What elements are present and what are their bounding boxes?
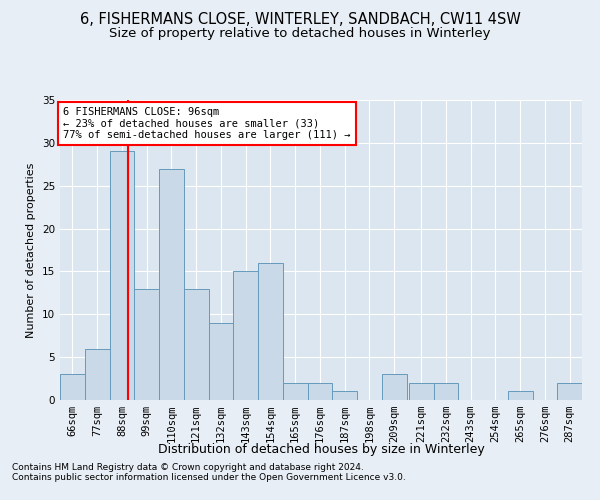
Text: Distribution of detached houses by size in Winterley: Distribution of detached houses by size …: [158, 442, 484, 456]
Bar: [258, 263, 283, 400]
Bar: [283, 383, 308, 400]
Bar: [508, 392, 533, 400]
Text: Contains public sector information licensed under the Open Government Licence v3: Contains public sector information licen…: [12, 474, 406, 482]
Bar: [184, 288, 209, 400]
Bar: [409, 383, 433, 400]
Bar: [332, 392, 357, 400]
Bar: [433, 383, 458, 400]
Bar: [557, 383, 582, 400]
Bar: [382, 374, 407, 400]
Text: Size of property relative to detached houses in Winterley: Size of property relative to detached ho…: [109, 28, 491, 40]
Bar: [60, 374, 85, 400]
Bar: [134, 288, 159, 400]
Bar: [308, 383, 332, 400]
Y-axis label: Number of detached properties: Number of detached properties: [26, 162, 37, 338]
Text: 6 FISHERMANS CLOSE: 96sqm
← 23% of detached houses are smaller (33)
77% of semi-: 6 FISHERMANS CLOSE: 96sqm ← 23% of detac…: [64, 107, 351, 140]
Bar: [233, 272, 258, 400]
Bar: [209, 323, 233, 400]
Bar: [159, 168, 184, 400]
Text: 6, FISHERMANS CLOSE, WINTERLEY, SANDBACH, CW11 4SW: 6, FISHERMANS CLOSE, WINTERLEY, SANDBACH…: [80, 12, 520, 28]
Text: Contains HM Land Registry data © Crown copyright and database right 2024.: Contains HM Land Registry data © Crown c…: [12, 464, 364, 472]
Bar: [110, 152, 134, 400]
Bar: [85, 348, 110, 400]
